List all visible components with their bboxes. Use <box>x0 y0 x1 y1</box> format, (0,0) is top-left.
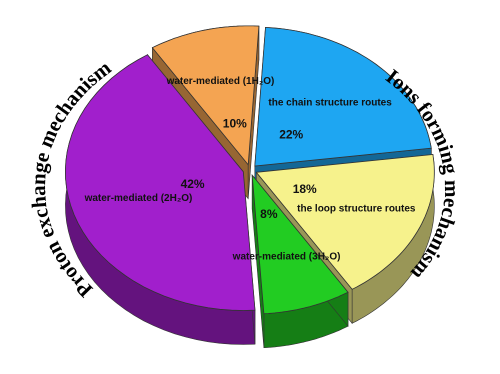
value-label: 18% <box>293 182 317 196</box>
value-label: 8% <box>260 207 278 221</box>
value-label: 22% <box>279 128 303 142</box>
slice-name: water-mediated (2H₂O) <box>84 193 193 204</box>
slice-name: the chain structure routes <box>268 98 392 109</box>
slice <box>251 173 349 315</box>
slice <box>254 26 432 167</box>
slice <box>64 54 256 311</box>
slice-name: the loop structure routes <box>297 203 416 214</box>
value-label: 42% <box>181 177 205 191</box>
slice <box>255 154 435 290</box>
slice <box>151 25 260 166</box>
slice-name: water-mediated (1H₂O) <box>166 76 275 87</box>
value-label: 10% <box>223 117 247 131</box>
slice-name: water-mediated (3H₂O) <box>232 252 341 263</box>
